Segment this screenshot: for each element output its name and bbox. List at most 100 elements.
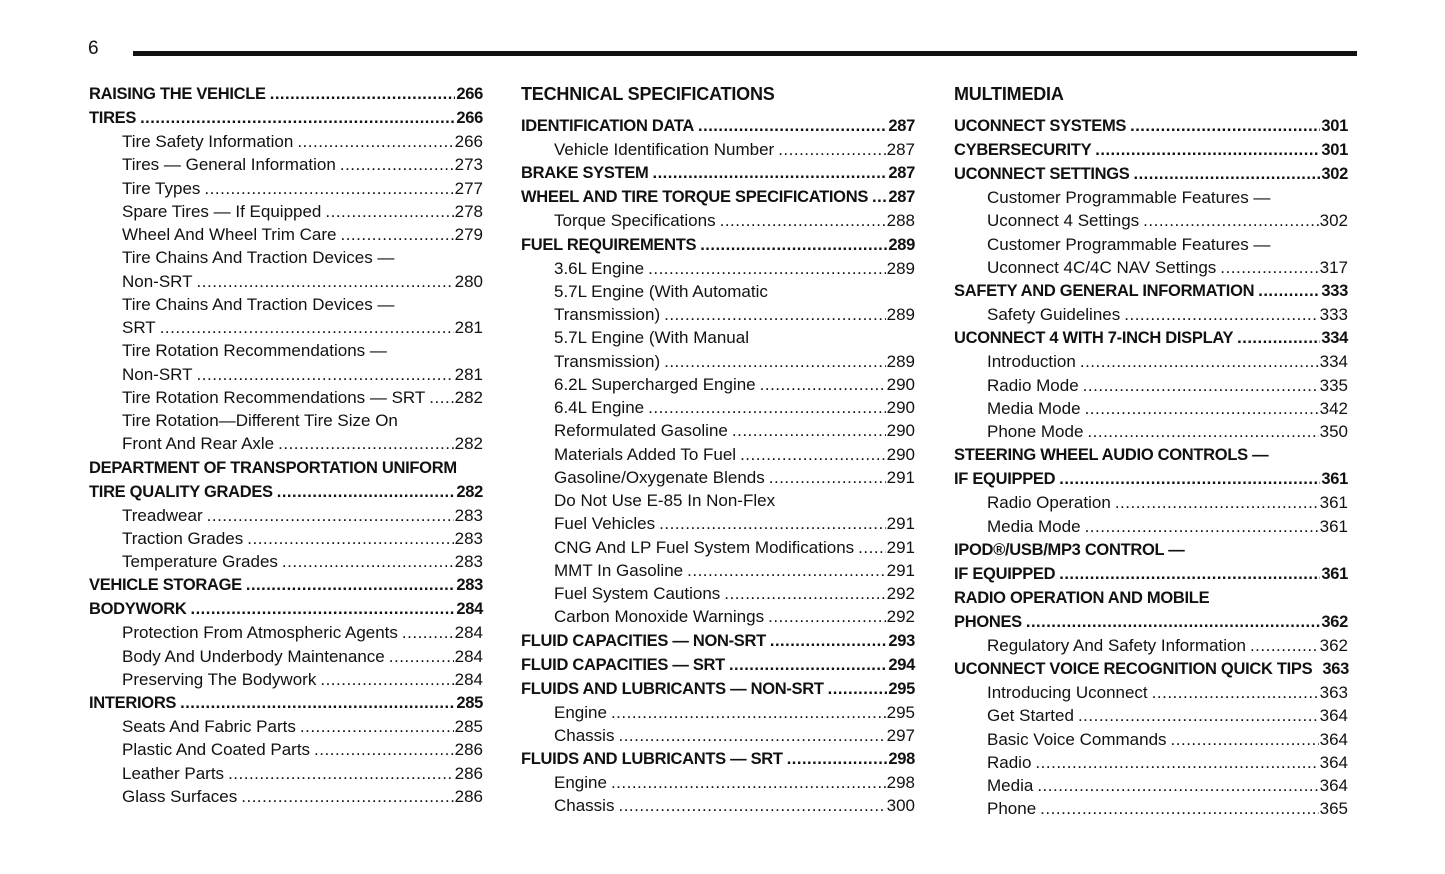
toc-subentry[interactable]: Temperature Grades 283 bbox=[89, 550, 483, 573]
toc-section-entry[interactable]: WHEEL AND TIRE TORQUE SPECIFICATIONS 287 bbox=[521, 185, 915, 209]
dot-leader bbox=[1035, 751, 1318, 774]
toc-section-entry[interactable]: IF EQUIPPED 361 bbox=[954, 467, 1348, 491]
toc-subentry[interactable]: Torque Specifications 288 bbox=[521, 209, 915, 232]
page-ref: 361 bbox=[1321, 564, 1348, 583]
dot-leader bbox=[300, 715, 454, 738]
toc-section-entry[interactable]: PHONES 362 bbox=[954, 610, 1348, 634]
toc-subentry[interactable]: Tire Safety Information 266 bbox=[89, 130, 483, 153]
toc-subentry[interactable]: Radio Mode 335 bbox=[954, 374, 1348, 397]
entry-title: PHONES bbox=[954, 612, 1022, 631]
page-ref: 291 bbox=[886, 560, 915, 580]
entry-title: SAFETY AND GENERAL INFORMATION bbox=[954, 282, 1255, 300]
entry-title: Tire Rotation Recommendations — bbox=[122, 341, 387, 361]
toc-subentry[interactable]: Reformulated Gasoline 290 bbox=[521, 419, 915, 442]
toc-subentry[interactable]: SRT 281 bbox=[89, 316, 483, 339]
toc-subentry[interactable]: Introduction 334 bbox=[954, 350, 1348, 373]
entry-title: FLUIDS AND LUBRICANTS — SRT bbox=[521, 750, 783, 768]
toc-subentry[interactable]: Fuel System Cautions 292 bbox=[521, 582, 915, 605]
toc-section-entry[interactable]: TIRES 266 bbox=[89, 106, 483, 130]
toc-subentry[interactable]: Non-SRT 280 bbox=[89, 270, 483, 293]
toc-subentry[interactable]: Protection From Atmospheric Agents 284 bbox=[89, 621, 483, 644]
toc-subentry[interactable]: Media 364 bbox=[954, 774, 1348, 797]
toc-subentry[interactable]: Tires — General Information 273 bbox=[89, 153, 483, 176]
toc-subentry[interactable]: 3.6L Engine 289 bbox=[521, 257, 915, 280]
toc-subentry[interactable]: Media Mode 342 bbox=[954, 397, 1348, 420]
toc-subentry[interactable]: Safety Guidelines 333 bbox=[954, 303, 1348, 326]
toc-subentry[interactable]: Tire Types 277 bbox=[89, 177, 483, 200]
toc-subentry[interactable]: CNG And LP Fuel System Modifications 291 bbox=[521, 536, 915, 559]
page-ref: 289 bbox=[886, 351, 915, 371]
toc-subentry[interactable]: Tire Rotation Recommendations — SRT 282 bbox=[89, 386, 483, 409]
toc-subentry[interactable]: Carbon Monoxide Warnings 292 bbox=[521, 605, 915, 628]
toc-subentry[interactable]: Fuel Vehicles 291 bbox=[521, 512, 915, 535]
toc-subentry[interactable]: Glass Surfaces 286 bbox=[89, 785, 483, 808]
entry-title: Uconnect 4C/4C NAV Settings bbox=[987, 257, 1217, 277]
toc-subentry[interactable]: Materials Added To Fuel 290 bbox=[521, 443, 915, 466]
entry-title: Transmission) bbox=[554, 351, 661, 371]
toc-section-entry[interactable]: BODYWORK 284 bbox=[89, 597, 483, 621]
toc-subentry[interactable]: Spare Tires — If Equipped 278 bbox=[89, 200, 483, 223]
toc-subentry[interactable]: Traction Grades 283 bbox=[89, 527, 483, 550]
toc-subentry[interactable]: Vehicle Identification Number 287 bbox=[521, 138, 915, 161]
toc-subentry[interactable]: Leather Parts 286 bbox=[89, 762, 483, 785]
page-ref: 289 bbox=[886, 305, 915, 324]
toc-section-entry[interactable]: FLUIDS AND LUBRICANTS — NON-SRT 295 bbox=[521, 677, 915, 701]
toc-subentry[interactable]: Radio Operation 361 bbox=[954, 491, 1348, 514]
toc-section-entry[interactable]: UCONNECT 4 WITH 7-INCH DISPLAY 334 bbox=[954, 326, 1348, 350]
toc-section-entry[interactable]: UCONNECT SETTINGS 302 bbox=[954, 162, 1348, 186]
toc-subentry[interactable]: 6.2L Supercharged Engine 290 bbox=[521, 373, 915, 396]
toc-section-entry[interactable]: FLUIDS AND LUBRICANTS — SRT 298 bbox=[521, 747, 915, 771]
toc-subentry[interactable]: Treadwear 283 bbox=[89, 504, 483, 527]
toc-subentry[interactable]: Chassis 300 bbox=[521, 794, 915, 817]
toc-subentry[interactable]: MMT In Gasoline 291 bbox=[521, 559, 915, 582]
toc-section-entry[interactable]: INTERIORS 285 bbox=[89, 691, 483, 715]
toc-subentry[interactable]: Get Started 364 bbox=[954, 704, 1348, 727]
toc-subentry[interactable]: Transmission) 289 bbox=[521, 350, 915, 373]
toc-subentry[interactable]: Engine 298 bbox=[521, 771, 915, 794]
toc-section-entry[interactable]: FUEL REQUIREMENTS 289 bbox=[521, 233, 915, 257]
entry-title: UCONNECT VOICE RECOGNITION QUICK TIPS bbox=[954, 660, 1313, 678]
page-ref: 302 bbox=[1319, 211, 1348, 231]
toc-subentry[interactable]: Plastic And Coated Parts 286 bbox=[89, 738, 483, 761]
toc-subentry[interactable]: Front And Rear Axle 282 bbox=[89, 432, 483, 455]
dot-leader bbox=[1258, 279, 1320, 303]
toc-section-entry[interactable]: BRAKE SYSTEM 287 bbox=[521, 161, 915, 185]
entry-title: Non-SRT bbox=[122, 364, 193, 384]
toc-subentry[interactable]: Phone Mode 350 bbox=[954, 420, 1348, 443]
toc-subentry[interactable]: Wheel And Wheel Trim Care 279 bbox=[89, 223, 483, 246]
toc-section-entry[interactable]: SAFETY AND GENERAL INFORMATION 333 bbox=[954, 279, 1348, 303]
toc-subentry[interactable]: Media Mode 361 bbox=[954, 515, 1348, 538]
toc-subentry[interactable]: Non-SRT 281 bbox=[89, 363, 483, 386]
toc-section-entry[interactable]: IF EQUIPPED 361 bbox=[954, 562, 1348, 586]
dot-leader bbox=[1087, 420, 1318, 443]
toc-subentry[interactable]: Body And Underbody Maintenance 284 bbox=[89, 645, 483, 668]
toc-subentry[interactable]: Introducing Uconnect 363 bbox=[954, 681, 1348, 704]
toc-subentry[interactable]: Radio 364 bbox=[954, 751, 1348, 774]
page-ref: 287 bbox=[888, 117, 915, 135]
toc-subentry[interactable]: Uconnect 4 Settings 302 bbox=[954, 209, 1348, 232]
toc-subentry[interactable]: Regulatory And Safety Information 362 bbox=[954, 634, 1348, 657]
toc-section-entry[interactable]: FLUID CAPACITIES — NON-SRT 293 bbox=[521, 629, 915, 653]
toc-subentry[interactable]: Uconnect 4C/4C NAV Settings 317 bbox=[954, 256, 1348, 279]
toc-section-entry[interactable]: UCONNECT SYSTEMS 301 bbox=[954, 114, 1348, 138]
page-ref: 293 bbox=[888, 631, 915, 650]
toc-section-entry[interactable]: IDENTIFICATION DATA 287 bbox=[521, 114, 915, 138]
toc-subentry[interactable]: Transmission) 289 bbox=[521, 303, 915, 326]
toc-section-entry[interactable]: CYBERSECURITY 301 bbox=[954, 138, 1348, 162]
toc-subentry[interactable]: Seats And Fabric Parts 285 bbox=[89, 715, 483, 738]
toc-section-entry[interactable]: RAISING THE VEHICLE 266 bbox=[89, 82, 483, 106]
entry-title: IF EQUIPPED bbox=[954, 564, 1056, 583]
toc-section-entry[interactable]: VEHICLE STORAGE 283 bbox=[89, 573, 483, 597]
toc-subentry[interactable]: 6.4L Engine 290 bbox=[521, 396, 915, 419]
toc-subentry[interactable]: Phone 365 bbox=[954, 797, 1348, 820]
dot-leader bbox=[246, 573, 455, 597]
toc-section-entry[interactable]: UCONNECT VOICE RECOGNITION QUICK TIPS 363 bbox=[954, 657, 1349, 681]
toc-section-entry[interactable]: FLUID CAPACITIES — SRT 294 bbox=[521, 653, 915, 677]
toc-section-entry[interactable]: TIRE QUALITY GRADES 282 bbox=[89, 480, 483, 504]
toc-subentry[interactable]: Basic Voice Commands 364 bbox=[954, 728, 1348, 751]
toc-subentry[interactable]: Gasoline/Oxygenate Blends 291 bbox=[521, 466, 915, 489]
page-ref: 278 bbox=[454, 201, 483, 221]
toc-subentry[interactable]: Chassis 297 bbox=[521, 724, 915, 747]
toc-subentry[interactable]: Engine 295 bbox=[521, 701, 915, 724]
toc-subentry[interactable]: Preserving The Bodywork 284 bbox=[89, 668, 483, 691]
